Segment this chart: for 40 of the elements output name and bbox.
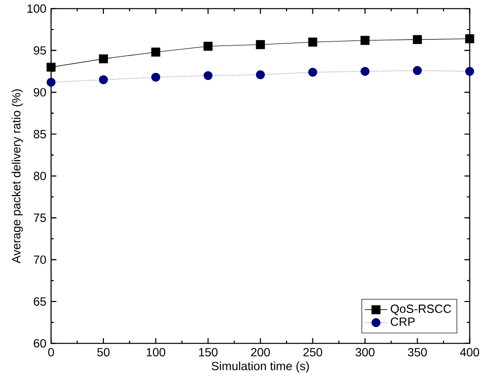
legend-label: CRP <box>390 317 415 326</box>
point <box>360 66 370 76</box>
y-tick-label: 80 <box>34 172 46 180</box>
y-tick-label: 70 <box>34 255 46 264</box>
y-tick-label: 95 <box>34 46 46 55</box>
x-tick-label: 300 <box>356 348 374 356</box>
x-axis-title: Simulation time (s) <box>212 362 309 373</box>
point <box>151 72 160 82</box>
y-axis-title: Average packet delivery ratio (%) <box>12 89 23 264</box>
point <box>98 54 108 64</box>
point <box>46 62 56 72</box>
point <box>465 34 474 44</box>
y-tick-label: 60 <box>34 339 46 348</box>
legend-label: QoS-RSCC <box>390 304 452 316</box>
x-tick-label: 250 <box>303 348 322 356</box>
point <box>308 38 318 47</box>
y-tick-label: 100 <box>28 4 46 13</box>
point <box>360 36 370 45</box>
y-tick-label: 90 <box>34 88 46 97</box>
point <box>308 68 318 77</box>
point <box>98 75 108 84</box>
x-tick-label: 200 <box>251 348 270 356</box>
point <box>256 40 265 50</box>
point <box>256 70 265 80</box>
y-tick-label: 75 <box>34 214 46 222</box>
x-tick-label: 100 <box>146 348 166 356</box>
y-tick-label: 65 <box>34 297 46 306</box>
point <box>465 66 474 76</box>
x-tick-label: 400 <box>460 348 480 356</box>
point <box>204 71 213 80</box>
point <box>412 35 422 44</box>
y-tick-label: 85 <box>34 130 46 138</box>
point <box>204 42 213 51</box>
x-tick-label: 0 <box>48 348 54 356</box>
point <box>412 66 422 76</box>
point <box>46 78 56 87</box>
x-tick-label: 150 <box>199 348 218 356</box>
x-tick-label: 350 <box>408 348 427 356</box>
point <box>151 48 160 57</box>
x-tick-label: 50 <box>97 348 110 356</box>
